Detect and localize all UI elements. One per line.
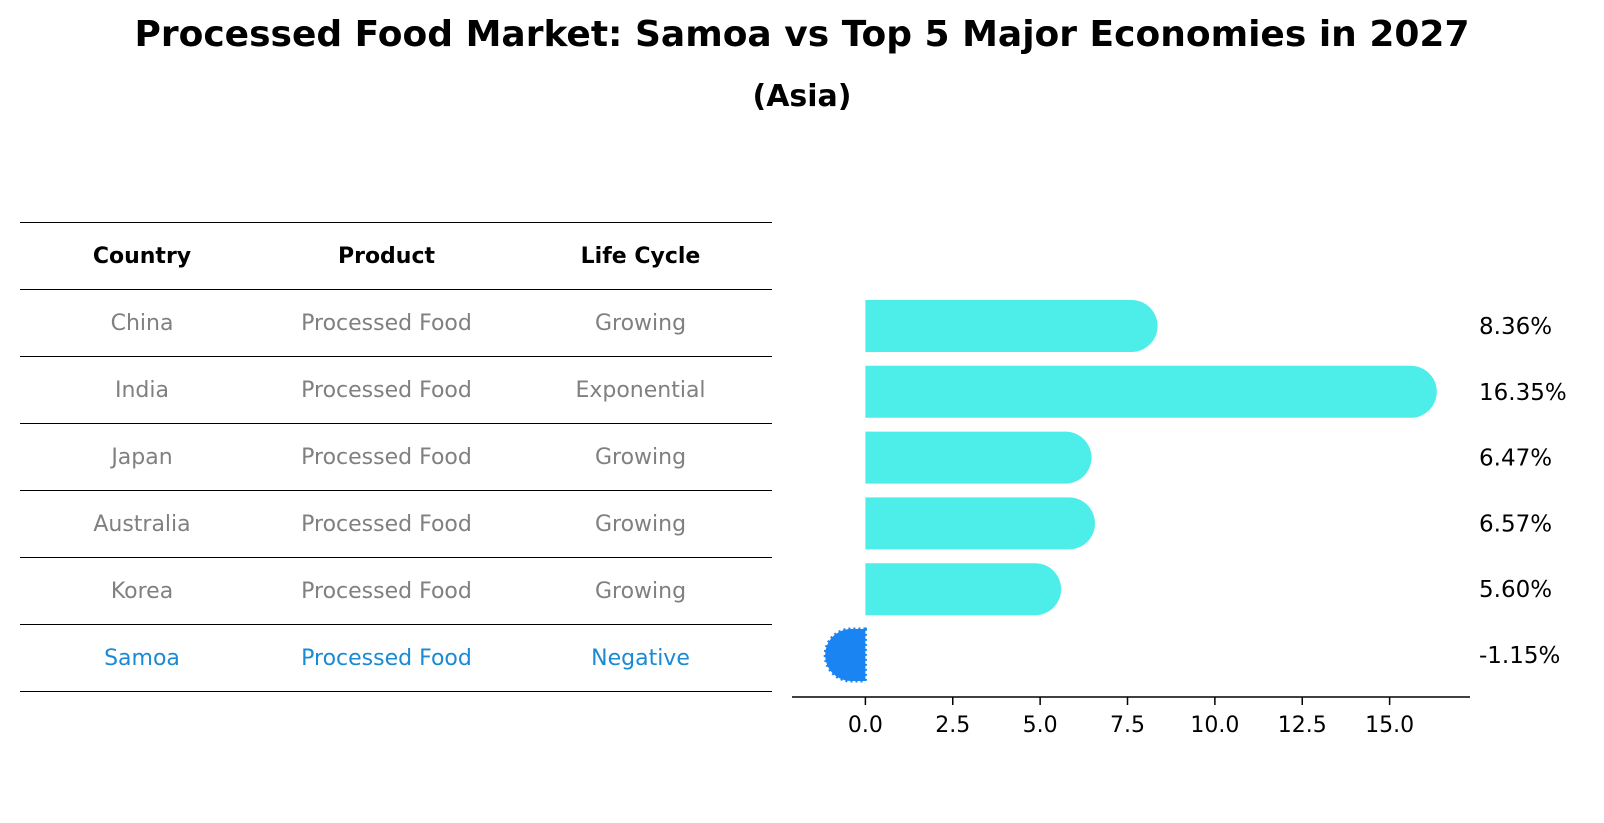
cell-life-cycle: Growing xyxy=(509,289,772,357)
table-row: Japan Processed Food Growing xyxy=(20,423,772,491)
x-tick-label: 12.5 xyxy=(1278,713,1327,738)
value-label-australia: 6.57% xyxy=(1479,511,1552,537)
x-tick-label: 10.0 xyxy=(1190,713,1239,738)
table-row: India Processed Food Exponential xyxy=(20,356,772,424)
value-label-india: 16.35% xyxy=(1479,380,1567,406)
header-product: Product xyxy=(264,222,509,290)
table-row: China Processed Food Growing xyxy=(20,289,772,357)
cell-country: Australia xyxy=(20,490,264,558)
bar-korea xyxy=(865,563,1062,616)
cell-life-cycle: Exponential xyxy=(509,356,772,424)
market-table: Country Product Life Cycle China Process… xyxy=(20,222,772,692)
x-tick-label: 0.0 xyxy=(848,713,883,738)
cell-country: Japan xyxy=(20,423,264,491)
cell-country: India xyxy=(20,356,264,424)
cell-life-cycle: Negative xyxy=(509,624,772,692)
value-label-japan: 6.47% xyxy=(1479,446,1552,472)
value-label-korea: 5.60% xyxy=(1479,577,1552,603)
bar-samoa xyxy=(823,627,867,683)
x-tick-label: 15.0 xyxy=(1365,713,1414,738)
cell-product: Processed Food xyxy=(264,624,509,692)
cell-product: Processed Food xyxy=(264,423,509,491)
value-label-china: 8.36% xyxy=(1479,314,1552,340)
bar-india xyxy=(865,365,1437,418)
value-label-samoa: -1.15% xyxy=(1479,643,1560,669)
header-country: Country xyxy=(20,222,264,290)
cell-country: Korea xyxy=(20,557,264,625)
cell-product: Processed Food xyxy=(264,356,509,424)
table-header-row: Country Product Life Cycle xyxy=(20,222,772,290)
chart-title: Processed Food Market: Samoa vs Top 5 Ma… xyxy=(134,14,1470,55)
table-row-highlighted: Samoa Processed Food Negative xyxy=(20,624,772,692)
cell-life-cycle: Growing xyxy=(509,490,772,558)
bar-australia xyxy=(865,497,1096,550)
x-tick-label: 7.5 xyxy=(1110,713,1145,738)
cell-country: Samoa xyxy=(20,624,264,692)
x-tick-label: 5.0 xyxy=(1023,713,1058,738)
cell-life-cycle: Growing xyxy=(509,557,772,625)
cell-product: Processed Food xyxy=(264,490,509,558)
chart-subtitle: (Asia) xyxy=(752,79,852,114)
header-life-cycle: Life Cycle xyxy=(509,222,772,290)
bar-china xyxy=(865,300,1158,352)
cell-life-cycle: Growing xyxy=(509,423,772,491)
bar-japan xyxy=(865,431,1092,484)
x-tick-label: 2.5 xyxy=(935,713,970,738)
table-row: Australia Processed Food Growing xyxy=(20,490,772,558)
cell-product: Processed Food xyxy=(264,289,509,357)
cell-product: Processed Food xyxy=(264,557,509,625)
cell-country: China xyxy=(20,289,264,357)
table-row: Korea Processed Food Growing xyxy=(20,557,772,625)
